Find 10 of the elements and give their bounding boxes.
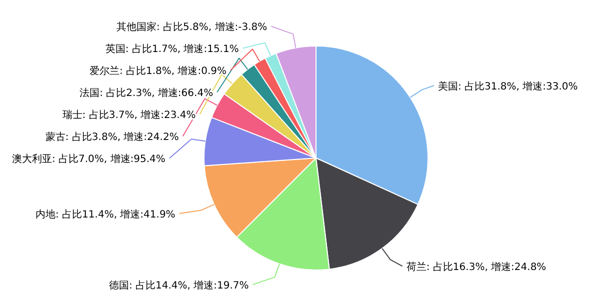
slice-label: 澳大利亚: 占比7.0%, 增速:95.4% bbox=[12, 153, 166, 166]
slice-label: 美国: 占比31.8%, 增速:33.0% bbox=[438, 80, 578, 92]
slice-label: 瑞士: 占比3.7%, 增速:23.4% bbox=[62, 109, 196, 122]
slice-label: 德国: 占比14.4%, 增速:19.7% bbox=[109, 280, 249, 292]
slice-label: 蒙古: 占比3.8%, 增速:24.2% bbox=[45, 131, 179, 144]
slice-label: 英国: 占比1.7%, 增速:15.1% bbox=[105, 43, 239, 56]
slice-label: 内地: 占比11.4%, 增速:41.9% bbox=[36, 208, 176, 221]
slice-label: 爱尔兰: 占比1.8%, 增速:0.9% bbox=[89, 65, 227, 78]
slice-label: 荷兰: 占比16.3%, 增速:24.8% bbox=[406, 261, 546, 274]
slice-label: 其他国家: 占比5.8%, 增速:-3.8% bbox=[116, 21, 268, 34]
